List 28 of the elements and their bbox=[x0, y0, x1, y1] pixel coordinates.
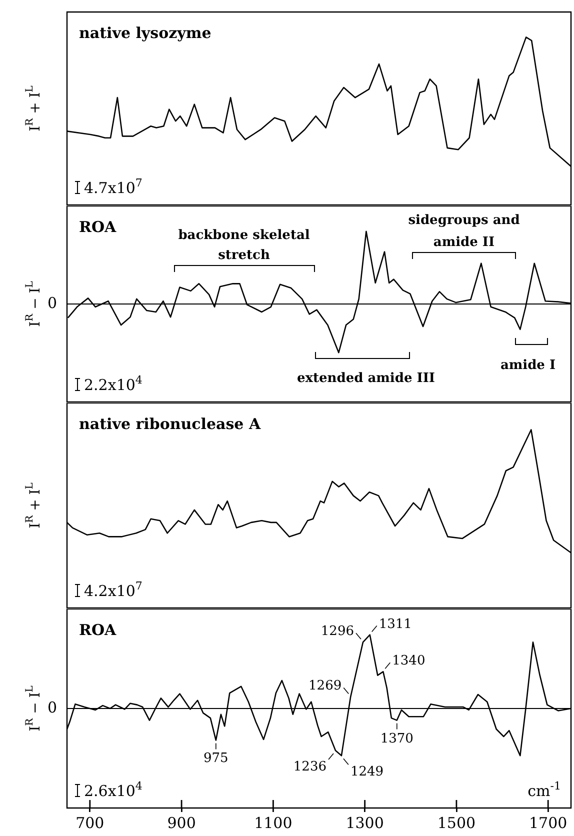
annotation: 1249 bbox=[350, 764, 384, 780]
annotation: 1236 bbox=[293, 760, 327, 775]
x-tick-label: 1100 bbox=[254, 814, 292, 832]
annotation: 1340 bbox=[392, 654, 426, 669]
x-tick-label: 1500 bbox=[437, 814, 476, 832]
annotation: 1311 bbox=[378, 616, 412, 632]
annotation: 1296 bbox=[320, 624, 354, 640]
x-tick-label: 1700 bbox=[528, 814, 568, 832]
annotation: 1269 bbox=[308, 678, 342, 694]
annotation: sidegroups and amide II bbox=[408, 213, 520, 250]
y-axis-title: IR + IL bbox=[24, 85, 44, 132]
ref-line-label: 0 bbox=[47, 294, 58, 312]
ref-line-label: 0 bbox=[47, 698, 58, 716]
y-axis-title: IR + IL bbox=[24, 482, 44, 528]
chart-title: native lysozyme bbox=[79, 24, 212, 42]
chart-title: ROA bbox=[79, 218, 117, 236]
x-tick-label: 1300 bbox=[346, 814, 384, 832]
chart-title: native ribonuclease A bbox=[79, 415, 261, 433]
text: extended amide III bbox=[297, 371, 435, 386]
annotation: 975 bbox=[204, 751, 228, 766]
annotation: 1370 bbox=[380, 731, 414, 746]
x-tick-label: 900 bbox=[167, 814, 196, 832]
y-axis-title: IR − IL bbox=[24, 685, 44, 732]
text: amide I bbox=[500, 358, 556, 373]
chart-title: ROA bbox=[79, 621, 117, 639]
y-axis-title: IR − IL bbox=[24, 280, 44, 327]
annotation: backbone skeletal stretch bbox=[178, 228, 310, 263]
x-tick-label: 700 bbox=[76, 814, 104, 832]
